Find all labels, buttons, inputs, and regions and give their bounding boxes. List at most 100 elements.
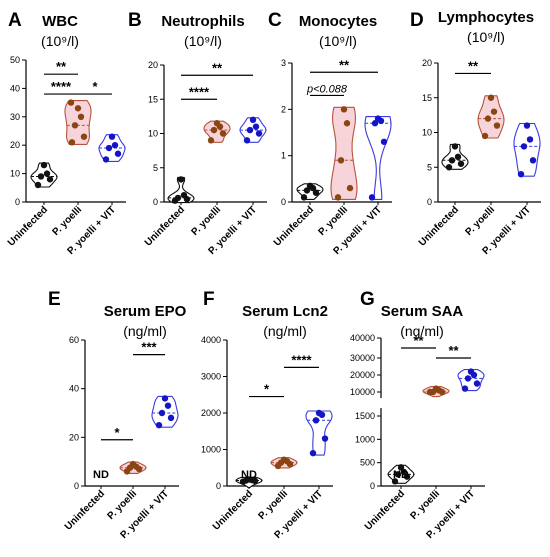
- data-point: [403, 473, 411, 480]
- data-point: [306, 182, 314, 189]
- data-point: [451, 143, 459, 150]
- panel-title: Lymphocytes: [438, 9, 534, 26]
- data-point: [394, 471, 402, 478]
- y-tick-label: 10: [148, 129, 158, 139]
- y-tick-label: 30: [10, 112, 20, 122]
- panel-label: D: [410, 10, 424, 31]
- y-tick-label: 0: [74, 481, 79, 491]
- data-point: [243, 137, 251, 144]
- x-category-label: P. yoelli: [51, 204, 85, 238]
- significance-label: ****: [189, 84, 210, 99]
- panel-unit: (10⁹/l): [319, 33, 357, 49]
- data-point: [493, 122, 501, 129]
- data-point: [177, 176, 185, 183]
- x-category-label: Uninfected: [272, 204, 316, 248]
- data-point: [43, 170, 51, 177]
- panel-label: A: [8, 10, 22, 31]
- y-tick-label: 4000: [201, 335, 221, 345]
- panel-title: Neutrophils: [161, 13, 244, 30]
- panel-unit: (10⁹/l): [467, 29, 505, 45]
- data-point: [164, 402, 172, 409]
- data-point: [114, 150, 122, 157]
- y-tick-label: 40000: [350, 333, 375, 343]
- data-point: [167, 414, 175, 422]
- x-category-label: Uninfected: [63, 488, 107, 532]
- data-point: [321, 435, 329, 442]
- panel-unit: (ng/ml): [263, 323, 307, 339]
- y-tick-label: 20: [422, 58, 432, 68]
- y-tick-label: 10: [10, 169, 20, 179]
- panel-label: E: [48, 289, 61, 310]
- data-point: [255, 130, 263, 137]
- data-point: [432, 385, 440, 392]
- panel-d: D Lymphocytes (10⁹/l) 0 5 10 15 20 Uninfected P. …: [410, 9, 541, 257]
- y-tick-label: 0: [216, 481, 221, 491]
- violin-2: [305, 410, 333, 456]
- x-category-label: Uninfected: [143, 204, 187, 248]
- data-point: [219, 130, 227, 137]
- panel-label: B: [128, 10, 142, 31]
- y-tick-label: 1000: [201, 445, 221, 455]
- x-category-label: P. yoelli: [257, 488, 291, 522]
- data-point: [397, 464, 405, 471]
- panel-b: B Neutrophils (10⁹/l) 0 5 10 15 20 Uninfected P. …: [128, 10, 267, 257]
- panel-title: WBC: [42, 13, 78, 30]
- data-point: [245, 476, 253, 483]
- panel-unit: (10⁹/l): [184, 33, 222, 49]
- violin-1: [330, 106, 358, 200]
- panel-f: F Serum Lcn2 (ng/ml) 0 1000 2000 3000 4000 Uninf…: [201, 289, 333, 541]
- significance-label: p<0.088: [306, 83, 348, 95]
- y-tick-label: 3000: [201, 372, 221, 382]
- nd-label: ND: [241, 469, 257, 481]
- data-point: [312, 189, 320, 196]
- x-category-label: Uninfected: [417, 204, 461, 248]
- data-point: [68, 139, 76, 146]
- data-point: [481, 132, 489, 140]
- data-point: [484, 115, 492, 122]
- data-point: [445, 164, 453, 171]
- y-tick-label: 1: [281, 151, 286, 161]
- panel-c: C Monocytes (10⁹/l) 0 1 2 3 Uninfected P. yoelli…: [268, 10, 392, 257]
- y-tick-label: 3: [281, 58, 286, 68]
- data-point: [400, 468, 408, 476]
- data-point: [529, 157, 537, 164]
- x-category-label: P. yoelli: [464, 204, 498, 238]
- data-point: [343, 120, 351, 127]
- data-point: [80, 133, 88, 140]
- x-category-label: P. yoelli: [190, 204, 224, 238]
- data-point: [40, 161, 48, 169]
- data-point: [487, 94, 495, 101]
- y-tick-label: 500: [360, 458, 375, 468]
- data-point: [37, 173, 45, 180]
- y-tick-label: 40: [10, 83, 20, 93]
- data-point: [280, 456, 288, 463]
- data-point: [246, 126, 254, 134]
- x-category-label: Uninfected: [211, 488, 255, 532]
- panel-unit: (ng/ml): [400, 323, 444, 339]
- nd-label: ND: [393, 469, 409, 481]
- data-point: [129, 460, 137, 468]
- significance-label: **: [56, 59, 67, 74]
- data-point: [523, 122, 531, 129]
- violin-1: [477, 95, 505, 139]
- significance-label: **: [448, 343, 459, 358]
- significance-label: ****: [291, 352, 312, 367]
- data-point: [467, 368, 475, 375]
- panel-title: Monocytes: [299, 13, 377, 30]
- y-tick-label: 0: [427, 197, 432, 207]
- significance-label: **: [212, 60, 223, 75]
- data-point: [340, 106, 348, 113]
- data-point: [490, 108, 498, 115]
- data-point: [380, 138, 388, 145]
- y-tick-label: 0: [281, 197, 286, 207]
- panel-title: Serum SAA: [381, 303, 464, 320]
- nd-label: ND: [93, 469, 109, 481]
- violin-2: [513, 122, 541, 177]
- data-point: [374, 115, 382, 122]
- data-point: [309, 449, 317, 457]
- significance-label: *: [92, 79, 98, 94]
- data-point: [180, 191, 188, 199]
- data-point: [312, 417, 320, 424]
